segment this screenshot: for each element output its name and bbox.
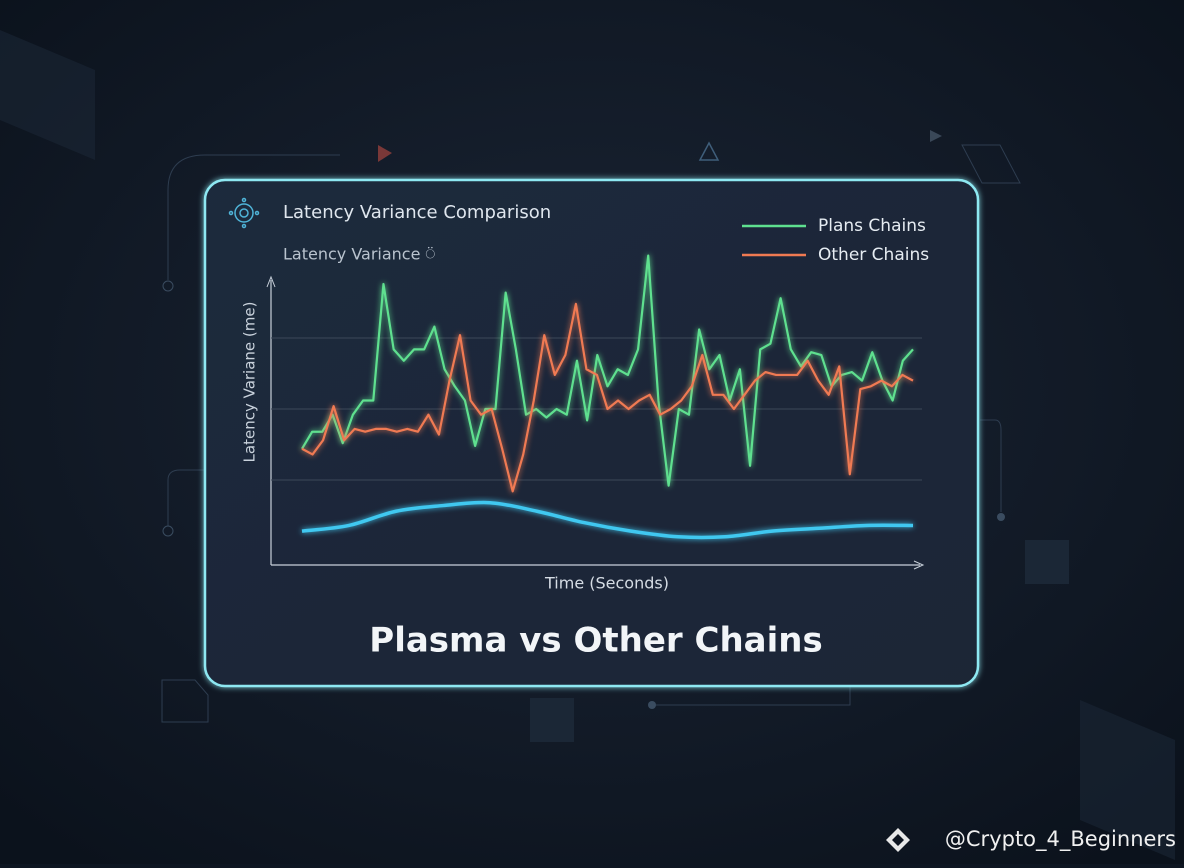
deco (167, 469, 205, 526)
watermark: @Crypto_4_Beginners (945, 827, 1176, 852)
y-axis-arrow (266, 275, 276, 288)
series-line (301, 302, 914, 493)
deco (961, 144, 1021, 184)
legend-label: Other Chains (818, 245, 929, 265)
watermark-icon (886, 828, 910, 852)
icon (228, 197, 260, 229)
subtitle: Latency Variance ⍥ (283, 245, 436, 264)
deco (997, 513, 1005, 521)
deco (648, 701, 656, 709)
card (203, 178, 980, 688)
deco (378, 145, 392, 162)
deco (930, 130, 942, 142)
series-line (301, 500, 914, 540)
deco (1025, 540, 1069, 584)
deco (167, 154, 340, 280)
deco (0, 30, 95, 160)
deco (162, 525, 174, 537)
series-line (301, 254, 914, 487)
deco (161, 679, 209, 723)
deco (698, 141, 720, 161)
chart-title: Latency Variance Comparison (283, 202, 551, 223)
deco (530, 698, 574, 742)
deco (980, 419, 1002, 512)
x-axis-arrow (913, 560, 925, 570)
y-axis-label: Latency Variane (me) (241, 302, 259, 463)
x-axis-label: Time (Seconds) (544, 574, 669, 593)
headline: Plasma vs Other Chains (369, 621, 822, 661)
legend-label: Plans Chains (818, 216, 926, 236)
deco (655, 686, 851, 706)
deco (1080, 700, 1175, 860)
deco (162, 280, 174, 292)
